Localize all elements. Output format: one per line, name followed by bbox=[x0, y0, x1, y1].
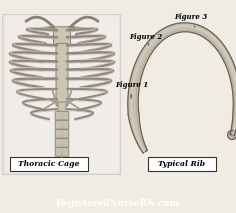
FancyBboxPatch shape bbox=[148, 157, 216, 171]
Polygon shape bbox=[228, 130, 236, 140]
Text: Figure 4: Figure 4 bbox=[0, 212, 1, 213]
FancyBboxPatch shape bbox=[55, 111, 69, 120]
Text: RegisteredNurseRN.com: RegisteredNurseRN.com bbox=[56, 199, 180, 208]
Text: Figure 2: Figure 2 bbox=[130, 33, 163, 45]
Text: Typical Rib: Typical Rib bbox=[158, 160, 206, 168]
FancyBboxPatch shape bbox=[58, 102, 66, 112]
FancyBboxPatch shape bbox=[56, 43, 68, 106]
FancyBboxPatch shape bbox=[55, 120, 69, 129]
Text: Thoracic Cage: Thoracic Cage bbox=[18, 160, 80, 168]
FancyBboxPatch shape bbox=[2, 14, 120, 174]
Text: Figure 3: Figure 3 bbox=[174, 13, 207, 27]
Polygon shape bbox=[128, 23, 236, 153]
Circle shape bbox=[228, 130, 236, 140]
FancyBboxPatch shape bbox=[10, 157, 88, 171]
FancyBboxPatch shape bbox=[55, 138, 69, 147]
FancyBboxPatch shape bbox=[54, 27, 71, 46]
FancyBboxPatch shape bbox=[5, 15, 119, 173]
FancyBboxPatch shape bbox=[55, 130, 69, 138]
Text: Figure 1: Figure 1 bbox=[115, 81, 148, 98]
FancyBboxPatch shape bbox=[55, 148, 69, 156]
